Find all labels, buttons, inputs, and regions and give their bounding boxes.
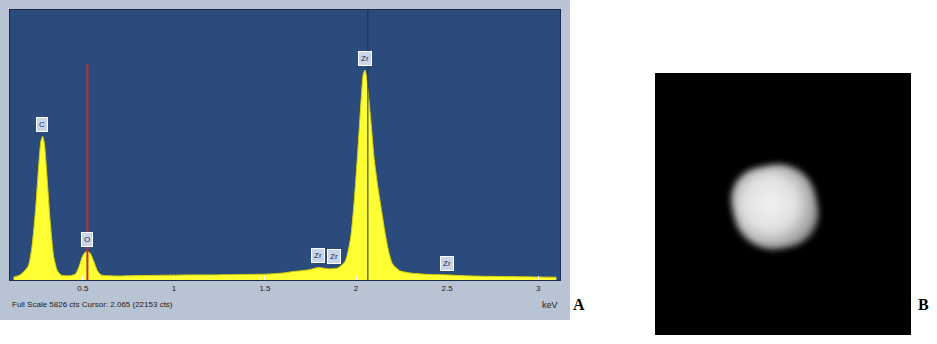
svg-text:2.5: 2.5 [442,284,454,293]
svg-text:2: 2 [354,284,359,293]
html-text:B: B [918,296,929,313]
svg-text:O: O [84,235,90,244]
svg-text:keV: keV [542,300,558,310]
svg-text:0.5: 0.5 [77,284,89,293]
svg-text:Zr: Zr [361,54,369,63]
svg-text:Full Scale 5826 cts Cursor: 2.: Full Scale 5826 cts Cursor: 2.065 (22153… [12,300,173,309]
svg-text:Zr: Zr [443,259,451,268]
svg-text:C: C [39,120,45,129]
svg-text:1: 1 [172,284,177,293]
svg-text:3: 3 [536,284,541,293]
svg-text:Zr: Zr [330,252,338,261]
svg-text:Zr: Zr [314,251,322,260]
html-text:A: A [573,296,585,313]
svg-text:1.5: 1.5 [259,284,271,293]
